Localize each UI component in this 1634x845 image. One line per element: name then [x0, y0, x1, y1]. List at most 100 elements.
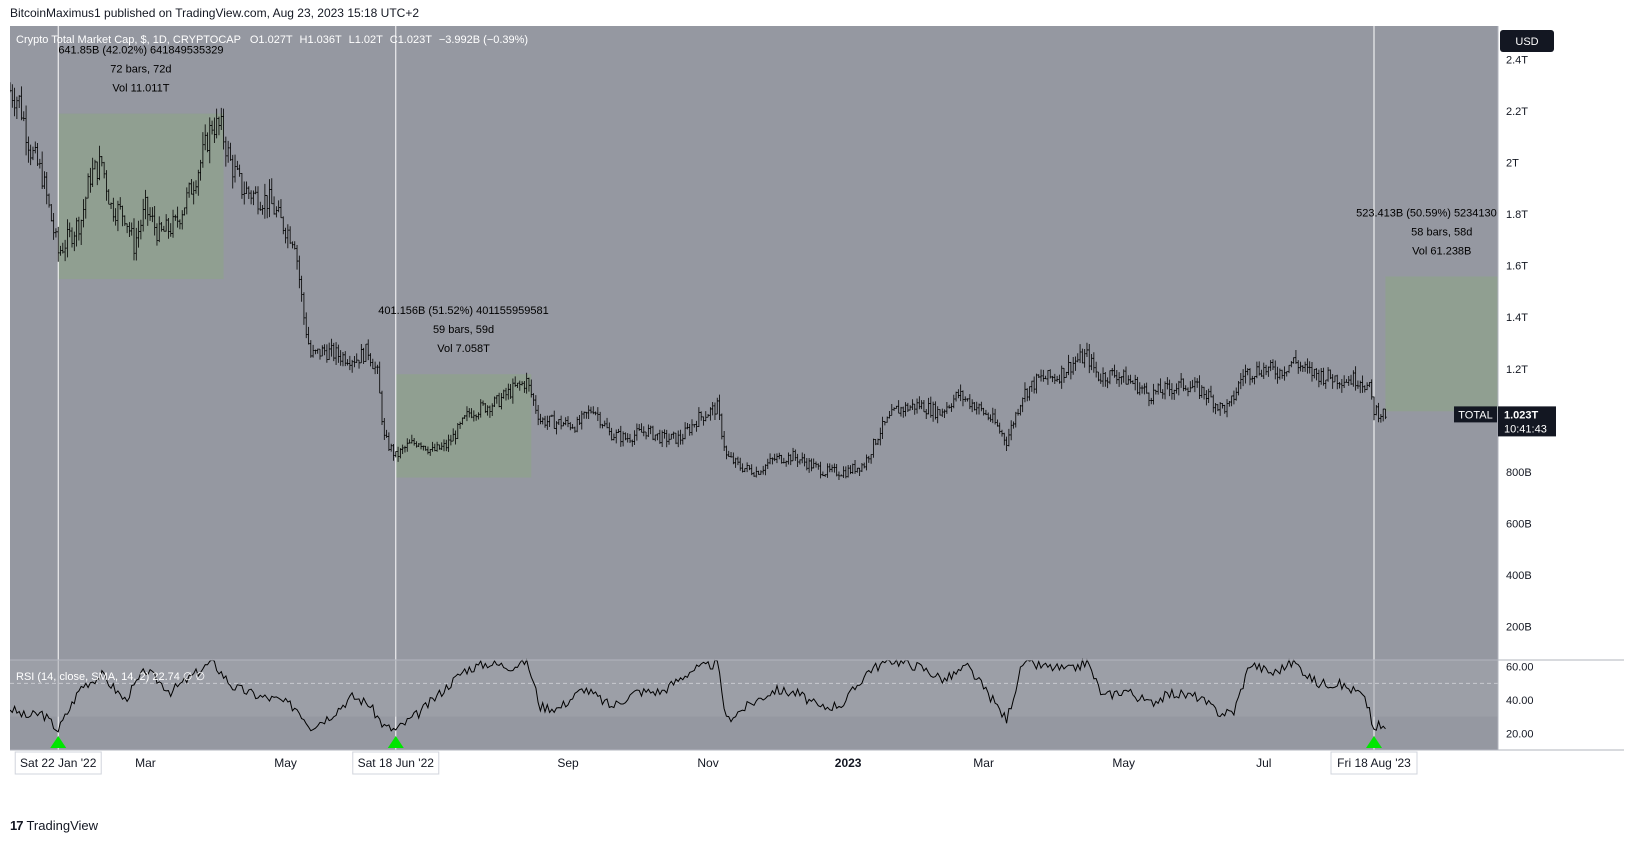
ohlc-bar: [300, 275, 303, 302]
ohlc-bar: [29, 144, 32, 166]
ohlc-bar: [642, 426, 645, 437]
ohlc-bar: [96, 161, 99, 186]
ohlc-bar: [908, 405, 912, 411]
ohlc-bar: [185, 187, 189, 215]
ohlc-bar: [1175, 383, 1178, 394]
ohlc-bar: [208, 117, 211, 164]
ohlc-bar: [830, 464, 834, 473]
ohlc-bar: [20, 86, 23, 121]
ohlc-bar: [102, 161, 106, 179]
ohlc-bar: [45, 172, 48, 205]
ohlc-bar: [713, 402, 717, 420]
ohlc-bar: [587, 405, 590, 419]
ohlc-bar: [718, 394, 721, 421]
ohlc-bar: [621, 431, 625, 447]
ohlc-bar: [555, 421, 558, 435]
ohlc-bar: [819, 461, 822, 479]
ohlc-bar: [93, 159, 97, 170]
ohlc-bar: [679, 429, 682, 445]
ohlc-bar: [872, 438, 875, 458]
ohlc-bar: [1097, 371, 1100, 382]
ohlc-bar: [341, 352, 345, 367]
ohlc-bar: [658, 429, 662, 444]
ohlc-bar: [1301, 365, 1305, 373]
ohlc-bar: [135, 227, 138, 261]
ohlc-bar: [364, 343, 368, 363]
ohlc-bar: [1223, 404, 1226, 414]
main-pane-bg[interactable]: [10, 26, 1498, 660]
ohlc-bar: [1032, 376, 1036, 394]
ohlc-bar: [1241, 369, 1245, 387]
ohlc-bar: [1232, 390, 1236, 405]
ohlc-bar: [57, 226, 60, 262]
ohlc-bar: [433, 443, 437, 452]
ohlc-bar: [615, 429, 618, 444]
ohlc-bar: [996, 419, 999, 427]
ohlc-bar: [1195, 378, 1199, 388]
ohlc-bar: [1251, 375, 1254, 383]
ohlc-bar: [899, 406, 903, 417]
ohlc-bar: [553, 410, 556, 429]
ohlc-bar: [842, 466, 845, 479]
ohlc-bar: [114, 208, 117, 226]
ohlc-bar: [206, 132, 209, 153]
ohlc-bar: [1257, 361, 1261, 376]
ohlc-bar: [224, 136, 228, 167]
ohlc-bar: [1003, 432, 1006, 446]
ohlc-bar: [203, 124, 207, 151]
ohlc-bar: [1147, 392, 1151, 407]
ohlc-bar: [523, 381, 526, 393]
ohlc-bar: [807, 457, 811, 473]
ohlc-bar: [863, 462, 866, 469]
legend-symbol: Crypto Total Market Cap, $, 1D, CRYPTOCA…: [16, 34, 241, 46]
ohlc-bar: [1294, 350, 1298, 364]
ohlc-bar: [31, 146, 35, 161]
ohlc-bar: [513, 376, 517, 387]
ohlc-bar: [1319, 367, 1323, 385]
ohlc-bar: [497, 392, 501, 408]
range-1-line3: Vol 11.011T: [112, 83, 169, 95]
ohlc-bar: [596, 407, 600, 421]
date-badges: Sat 22 Jan '22 Sat 18 Jun '22 Fri 18 Aug '…: [14, 751, 1418, 775]
price-tick-label: 800B: [1506, 467, 1532, 479]
ohlc-bar: [1021, 397, 1024, 413]
ohlc-bar: [192, 181, 195, 205]
ohlc-bar: [1326, 367, 1330, 382]
ohlc-bar: [1122, 369, 1125, 383]
ohlc-bar: [1342, 375, 1346, 388]
ohlc-bar: [1120, 376, 1123, 385]
ohlc-bar: [683, 422, 687, 440]
chart-frame[interactable]: 641.85B (42.02%) 641849535329 72 bars, 72…: [10, 26, 1624, 810]
ohlc-bar: [247, 186, 251, 199]
range-3-line1: 523.413B (50.59%) 523413013925: [1356, 208, 1527, 220]
ohlc-bar: [245, 181, 248, 195]
legend-change: −3.992B (−0.39%): [439, 34, 528, 46]
ohlc-bar: [415, 441, 418, 448]
ohlc-bar: [833, 463, 836, 473]
ohlc-bar: [1276, 366, 1279, 384]
rsi-axis[interactable]: 20.00 40.00 60.00: [1498, 659, 1624, 740]
ohlc-bar: [681, 433, 685, 445]
ohlc-bar: [1347, 375, 1350, 386]
ohlc-bar: [511, 378, 515, 404]
ohlc-bar: [950, 403, 953, 412]
ohlc-bar: [1244, 364, 1247, 384]
ohlc-bar: [890, 404, 893, 416]
ohlc-bar: [1104, 372, 1107, 387]
currency-badge[interactable]: USD: [1500, 30, 1554, 52]
ohlc-bar: [13, 87, 16, 117]
ohlc-bar: [571, 423, 574, 429]
ohlc-bar: [403, 445, 407, 453]
ohlc-bar: [412, 438, 416, 446]
ohlc-bar: [431, 441, 434, 452]
ohlc-bar: [633, 430, 636, 445]
ohlc-bar: [183, 207, 186, 216]
ohlc-bar: [722, 430, 726, 452]
chart-svg[interactable]: 641.85B (42.02%) 641849535329 72 bars, 72…: [10, 26, 1624, 810]
ohlc-bar: [628, 433, 632, 444]
time-tick-label: Sep: [557, 756, 579, 770]
ohlc-bar: [541, 417, 544, 425]
ohlc-bar: [153, 205, 156, 236]
price-axis[interactable]: 200B 400B 600B 800B 1.2T 1.4T 1.6T 1.8T 2T 2.2T 2.…: [1497, 26, 1624, 776]
ohlc-bar: [888, 410, 891, 419]
